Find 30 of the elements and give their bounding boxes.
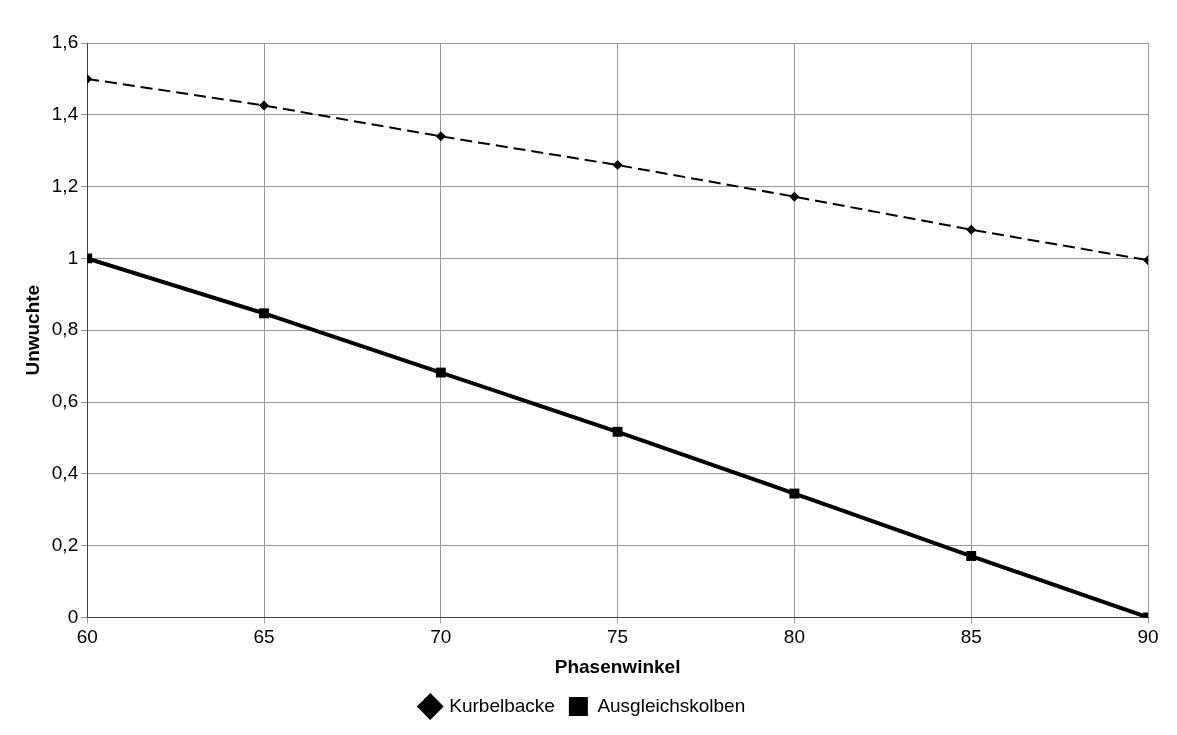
x-tick-label: 85 (960, 626, 982, 648)
x-tick-label: 80 (783, 626, 805, 648)
y-tick-label: 0,4 (51, 462, 79, 484)
y-tick-label: 0,2 (51, 533, 79, 555)
x-tick-label: 60 (76, 626, 98, 648)
y-axis-title: Unwuchte (21, 284, 43, 376)
point (966, 224, 977, 235)
point (789, 488, 800, 499)
y-tick-label: 0,6 (51, 390, 79, 412)
point (259, 308, 269, 319)
point (966, 551, 977, 561)
x-tick-label: 65 (253, 626, 275, 648)
legend-label: Ausgleichskolben (597, 694, 746, 716)
y-tick-label: 1,2 (51, 174, 79, 196)
x-axis-title: Phasenwinkel (554, 655, 681, 677)
point (612, 426, 623, 437)
y-tick-label: 1 (67, 246, 79, 268)
x-tick-label: 70 (430, 626, 452, 648)
y-tick-label: 0,8 (51, 318, 79, 340)
point (435, 367, 446, 378)
legend-label: Kurbelbacke (449, 694, 555, 716)
point (435, 131, 446, 142)
x-tick-label: 90 (1137, 626, 1159, 648)
y-tick-label: 1,4 (51, 103, 79, 125)
y-tick-label: 1,6 (51, 31, 79, 53)
x-tick-label: 75 (607, 626, 629, 648)
y-tick-label: 0 (67, 605, 79, 627)
point (259, 100, 270, 111)
point (789, 191, 800, 202)
point (612, 160, 623, 171)
